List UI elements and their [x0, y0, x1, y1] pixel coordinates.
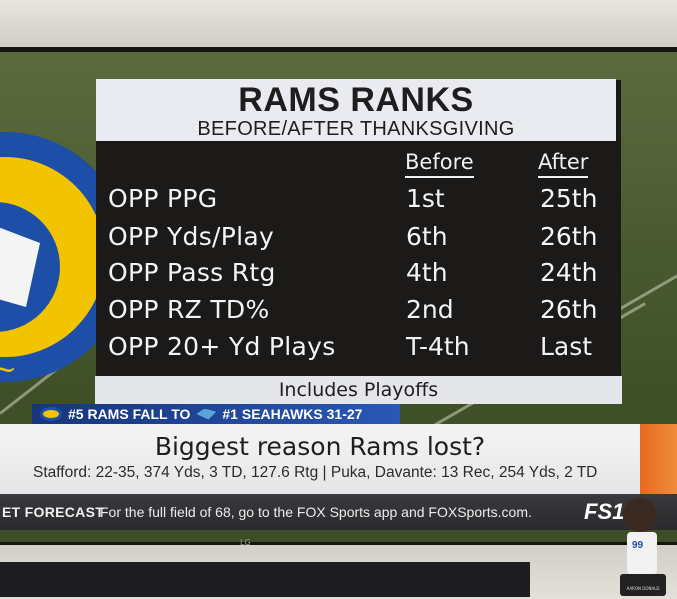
footnote-text: Includes Playoffs — [278, 379, 439, 401]
bobblehead-nameplate: AARON DONALD — [626, 586, 660, 591]
rams-script-icon: ~ — [0, 352, 17, 387]
lower-third-question: Biggest reason Rams lost? — [154, 432, 486, 461]
stat-row-label: OPP Yds/Play — [108, 222, 275, 251]
column-header-after: After — [538, 150, 589, 178]
media-shelf — [0, 562, 530, 597]
lower-third-accent — [640, 424, 677, 494]
graphic-title: RAMS RANKS — [238, 81, 474, 119]
bobblehead-head — [623, 498, 657, 532]
news-crawl — [0, 494, 677, 530]
stat-row-label: OPP 20+ Yd Plays — [108, 332, 336, 361]
footnote-box: Includes Playoffs — [95, 376, 622, 404]
stat-row-before: T-4th — [406, 332, 470, 361]
network-logo: FS1 — [584, 499, 625, 524]
stat-row-after: 25th — [540, 184, 598, 213]
stat-row-before: 2nd — [406, 295, 454, 324]
lower-third-bar — [0, 424, 660, 494]
bobblehead-body — [627, 532, 657, 574]
crawl-text: For the full field of 68, go to the FOX … — [100, 504, 532, 520]
rams-mini-logo-icon — [40, 407, 62, 421]
stat-row-after: Last — [540, 332, 593, 361]
wall-background — [0, 0, 677, 50]
graphic-subtitle: BEFORE/AFTER THANKSGIVING — [197, 118, 515, 140]
stat-row-label: OPP PPG — [108, 184, 218, 213]
stat-row-after: 24th — [540, 258, 598, 287]
title-box: RAMS RANKS BEFORE/AFTER THANKSGIVING — [96, 79, 616, 141]
score-team2: #1 SEAHAWKS 31-27 — [222, 406, 363, 422]
stat-row-after: 26th — [540, 222, 598, 251]
stat-row-before: 4th — [406, 258, 448, 287]
stat-row-before: 1st — [406, 184, 445, 213]
tv-brand-logo: LG — [240, 538, 251, 547]
stat-row-after: 26th — [540, 295, 598, 324]
bobblehead-base — [620, 574, 666, 596]
stat-row-label: OPP RZ TD% — [108, 295, 270, 324]
stat-row-label: OPP Pass Rtg — [108, 258, 276, 287]
column-header-before: Before — [405, 150, 474, 178]
lower-third-stats: Stafford: 22-35, 374 Yds, 3 TD, 127.6 Rt… — [33, 464, 598, 481]
seahawks-logo-icon — [196, 408, 217, 420]
score-team1: #5 RAMS FALL TO — [68, 406, 191, 422]
bobblehead-number: 99 — [632, 540, 644, 551]
score-ticker: #5 RAMS FALL TO #1 SEAHAWKS 31-27 — [32, 404, 400, 424]
crawl-label: ET FORECAST — [2, 504, 105, 520]
stat-row-before: 6th — [406, 222, 448, 251]
